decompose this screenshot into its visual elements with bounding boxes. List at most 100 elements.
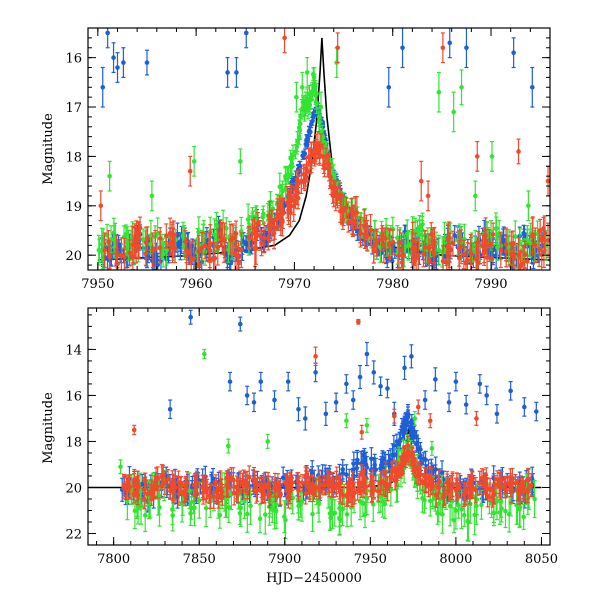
data-point: [406, 229, 411, 261]
bottom-panel-xlabel: HJD−2450000: [266, 571, 362, 586]
data-point: [265, 475, 270, 500]
data-point-fill: [515, 480, 520, 502]
data-point-fill: [525, 243, 530, 270]
x-tick-label: 8050: [525, 552, 558, 567]
data-point: [296, 397, 301, 422]
data-point-fill: [344, 483, 350, 508]
data-point-fill: [422, 466, 427, 486]
data-point-fill: [502, 475, 507, 494]
data-point-fill: [462, 482, 468, 506]
data-point: [304, 136, 310, 148]
data-point: [172, 475, 178, 500]
data-point: [320, 143, 326, 170]
y-tick-label: 19: [65, 200, 82, 215]
data-point: [251, 392, 257, 413]
data-point-fill: [440, 494, 445, 534]
data-point: [436, 475, 442, 500]
data-point-fill: [165, 468, 171, 490]
data-point: [142, 477, 147, 502]
x-tick-label: 7990: [474, 277, 507, 292]
data-point: [464, 28, 469, 69]
data-point: [477, 470, 483, 495]
data-point: [426, 473, 431, 498]
data-point: [446, 477, 452, 502]
data-point: [258, 371, 264, 392]
data-point-fill: [385, 476, 390, 502]
data-point: [447, 232, 453, 269]
data-point-fill: [218, 470, 223, 497]
data-point: [188, 309, 193, 325]
data-point-fill: [215, 228, 221, 266]
data-point-fill: [521, 503, 526, 531]
data-point-fill: [211, 484, 217, 509]
data-point-fill: [539, 237, 545, 270]
data-point: [351, 205, 356, 237]
data-point-fill: [371, 238, 377, 264]
data-point: [272, 390, 277, 410]
data-point-fill: [433, 482, 439, 508]
data-point: [545, 222, 550, 259]
data-point: [149, 180, 155, 212]
data-point: [255, 477, 260, 502]
series-green-outliers: [118, 348, 435, 475]
data-point-fill: [245, 495, 250, 533]
data-point: [526, 190, 531, 222]
data-point: [487, 477, 493, 502]
data-point-fill: [196, 249, 202, 270]
data-point-fill: [495, 234, 500, 261]
data-point-fill: [422, 229, 428, 265]
data-point-fill: [232, 236, 238, 270]
data-point: [227, 371, 233, 392]
data-point: [131, 473, 137, 498]
data-point: [307, 148, 313, 175]
data-point-fill: [312, 482, 317, 500]
x-tick-label: 7800: [97, 552, 130, 567]
data-point-fill: [459, 489, 464, 530]
data-point-fill: [472, 494, 477, 536]
data-point: [391, 408, 397, 424]
data-point: [494, 404, 500, 424]
data-point: [170, 227, 175, 264]
data-point-fill: [283, 501, 288, 539]
plot-area: [88, 309, 542, 542]
data-point-fill: [349, 198, 354, 224]
data-point: [278, 200, 283, 232]
data-point: [214, 479, 219, 505]
data-point: [135, 222, 141, 259]
data-point: [303, 406, 308, 431]
data-point: [368, 473, 373, 498]
data-point: [306, 91, 312, 113]
data-point-fill: [271, 217, 277, 250]
data-point: [472, 180, 478, 212]
data-point: [344, 374, 349, 394]
data-point-fill: [513, 474, 518, 493]
data-point-fill: [152, 229, 158, 268]
data-point-fill: [503, 235, 509, 268]
data-point: [105, 28, 110, 49]
data-point-fill: [429, 467, 435, 490]
data-point: [381, 227, 387, 264]
series-blue-outliers: [100, 28, 535, 108]
data-point-fill: [136, 474, 141, 500]
data-point-fill: [261, 205, 266, 223]
plot-frame: [87, 27, 551, 271]
data-point: [326, 473, 332, 498]
data-point-fill: [267, 218, 272, 242]
data-point: [191, 145, 197, 177]
data-point: [465, 242, 470, 270]
data-point-fill: [401, 239, 406, 270]
data-point-fill: [106, 230, 111, 254]
data-point: [359, 424, 365, 440]
data-point: [150, 232, 156, 269]
data-point-fill: [283, 167, 288, 186]
data-point: [100, 66, 106, 108]
x-tick-label: 7970: [278, 277, 311, 292]
data-point: [530, 66, 535, 108]
top-panel-zoom: Magnitude 7950 7960 7970 7980 7990 16 17 18 19 20: [41, 27, 551, 292]
data-point: [243, 28, 249, 49]
data-point-fill: [177, 232, 183, 252]
data-point-fill: [184, 240, 189, 270]
data-point-fill: [219, 221, 225, 255]
data-point-fill: [147, 483, 153, 501]
